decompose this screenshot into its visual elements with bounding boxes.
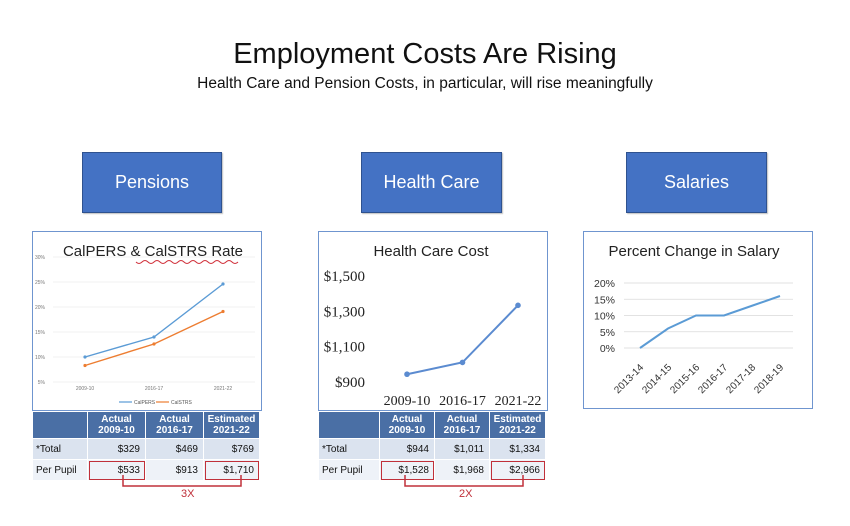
spellcheck-underline xyxy=(135,260,239,264)
row-label: Per Pupil xyxy=(32,459,88,481)
y-tick-label: 5% xyxy=(600,327,615,339)
y-tick-label: 30% xyxy=(35,255,46,261)
table-header: Actual 2009-10 xyxy=(87,411,146,439)
x-tick-label: 2018-19 xyxy=(752,362,786,396)
pensions-multiplier: 3X xyxy=(181,488,195,500)
page-subtitle: Health Care and Pension Costs, in partic… xyxy=(197,75,653,92)
health-care-box-label: Health Care xyxy=(383,172,480,192)
data-point xyxy=(152,342,156,346)
table-header-row: Actual 2009-10 Actual 2016-17 Estimated 202… xyxy=(318,411,546,439)
pensions-box-label: Pensions xyxy=(114,172,190,192)
x-tick-label: 2016-17 xyxy=(696,362,730,396)
chart-title: CalPERS & CalSTRS Rate xyxy=(63,243,243,260)
pensions-bracket xyxy=(122,475,242,487)
y-tick-label: 15% xyxy=(35,330,46,336)
table-cell: $329 xyxy=(87,438,146,460)
table-cell: $769 xyxy=(203,438,260,460)
salary-change-chart: Percent Change in Salary 0% 5% 10% 15% 20% 20… xyxy=(583,231,813,409)
table-row: *Total $329 $469 $769 xyxy=(32,438,260,460)
salaries-box-label: Salaries xyxy=(663,172,730,192)
x-tick-label: 2021-22 xyxy=(495,394,542,409)
y-tick-label: 20% xyxy=(594,278,615,290)
table-cell: $1,968 xyxy=(434,459,490,481)
table-cell-highlighted: $2,966 xyxy=(489,459,546,481)
table-row: Per Pupil $1,528 $1,968 $2,966 xyxy=(318,459,546,481)
y-tick-label: 20% xyxy=(35,305,46,311)
x-tick-label: 2021-22 xyxy=(214,386,233,392)
table-header: Estimated 2021-22 xyxy=(489,411,546,439)
table-cell: $944 xyxy=(379,438,435,460)
table-cell: $1,334 xyxy=(489,438,546,460)
x-tick-label: 2014-15 xyxy=(640,362,674,396)
data-point xyxy=(221,309,225,314)
table-header: Actual 2009-10 xyxy=(379,411,435,439)
row-label: *Total xyxy=(318,438,380,460)
y-tick-label: $1,300 xyxy=(324,304,365,320)
row-label: Per Pupil xyxy=(318,459,380,481)
series-line xyxy=(639,295,781,349)
legend-calpers: CalPERS xyxy=(134,400,156,406)
health-care-multiplier: 2X xyxy=(459,488,473,500)
table-cell: $913 xyxy=(145,459,204,481)
table-cell-highlighted: $1,528 xyxy=(379,459,435,481)
x-tick-label: 2009-10 xyxy=(76,386,95,392)
health-care-box: Health Care xyxy=(361,152,502,213)
salaries-box: Salaries xyxy=(626,152,767,213)
chart-title: Health Care Cost xyxy=(373,243,489,260)
pensions-rate-chart: CalPERS & CalSTRS Rate 5% 10% 15% 20% 25% 30%… xyxy=(32,231,262,411)
table-cell-highlighted: $533 xyxy=(87,459,146,481)
y-tick-label: 10% xyxy=(35,355,46,361)
x-tick-label: 2013-14 xyxy=(612,362,646,396)
health-care-table: Actual 2009-10 Actual 2016-17 Estimated 202… xyxy=(318,411,546,481)
page-title: Employment Costs Are Rising xyxy=(233,38,617,70)
data-point xyxy=(404,371,410,378)
data-point xyxy=(515,302,521,309)
table-header xyxy=(318,411,380,439)
pensions-box: Pensions xyxy=(82,152,222,213)
x-tick-label: 2009-10 xyxy=(384,394,431,409)
y-tick-label: 25% xyxy=(35,280,46,286)
table-row: Per Pupil $533 $913 $1,710 xyxy=(32,459,260,481)
y-tick-label: 15% xyxy=(594,294,615,306)
data-point xyxy=(221,282,225,286)
data-point xyxy=(83,355,87,359)
table-header: Actual 2016-17 xyxy=(145,411,204,439)
table-cell-highlighted: $1,710 xyxy=(203,459,260,481)
x-tick-label: 2016-17 xyxy=(145,386,164,392)
data-point xyxy=(152,335,156,339)
table-header xyxy=(32,411,88,439)
chart-title: Percent Change in Salary xyxy=(609,243,780,260)
y-tick-label: $1,100 xyxy=(324,340,365,356)
row-label: *Total xyxy=(32,438,88,460)
y-tick-label: $1,500 xyxy=(324,269,365,285)
table-row: *Total $944 $1,011 $1,334 xyxy=(318,438,546,460)
y-tick-label: 5% xyxy=(38,380,46,386)
x-tick-label: 2016-17 xyxy=(439,394,486,409)
table-cell: $469 xyxy=(145,438,204,460)
y-tick-label: 0% xyxy=(600,343,615,355)
x-tick-label: 2015-16 xyxy=(668,362,702,396)
table-header: Actual 2016-17 xyxy=(434,411,490,439)
table-cell: $1,011 xyxy=(434,438,490,460)
table-header: Estimated 2021-22 xyxy=(203,411,260,439)
x-tick-label: 2017-18 xyxy=(724,362,758,396)
pensions-table: Actual 2009-10 Actual 2016-17 Estimated 202… xyxy=(32,411,260,481)
chart-legend: CalPERS CalSTRS xyxy=(119,400,193,406)
legend-calstrs: CalSTRS xyxy=(171,400,193,406)
health-care-bracket xyxy=(404,475,524,487)
table-header-row: Actual 2009-10 Actual 2016-17 Estimated 202… xyxy=(32,411,260,439)
y-tick-label: 10% xyxy=(594,311,615,323)
health-care-cost-chart: Health Care Cost $900 $1,100 $1,300 $1,500 2… xyxy=(318,231,548,411)
data-point xyxy=(83,363,87,368)
data-point xyxy=(459,359,466,366)
y-tick-label: $900 xyxy=(335,375,365,391)
